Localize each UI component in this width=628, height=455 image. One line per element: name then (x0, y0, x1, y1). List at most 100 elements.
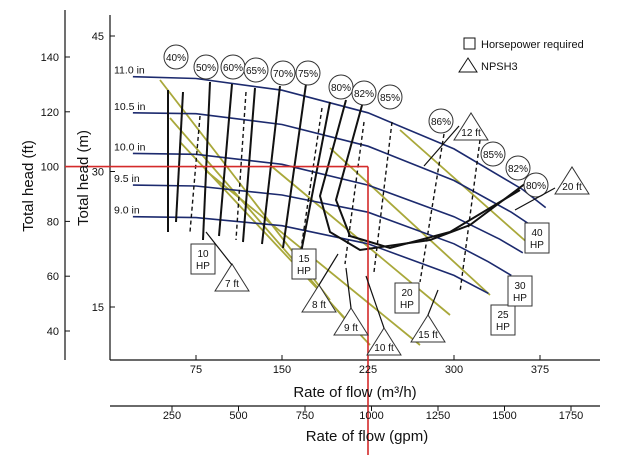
efficiency-badge (193, 54, 219, 80)
efficiency-label: 86% (431, 117, 451, 128)
npsh-line (299, 107, 323, 257)
horsepower-unit: HP (530, 240, 544, 251)
pointer-arrow (318, 253, 339, 286)
horsepower-label: 10 (197, 249, 209, 260)
y-tick-label-m: 15 (92, 302, 104, 314)
pointer-arrow (205, 231, 233, 266)
impeller-label: 11.0 in (114, 65, 145, 77)
efficiency-badge (505, 155, 531, 181)
npsh-line (459, 139, 481, 293)
x-tick-label-gpm: 750 (296, 410, 314, 422)
horsepower-unit: HP (496, 322, 510, 333)
impeller-curve (132, 112, 535, 229)
x-tick-label-m3h: 150 (273, 364, 291, 376)
impeller-label: 9.5 in (114, 173, 140, 185)
horsepower-box (524, 222, 550, 254)
npsh-triangle (453, 112, 489, 141)
horsepower-box (291, 248, 317, 280)
efficiency-label: 50% (196, 63, 216, 74)
pointer-arrow (427, 289, 439, 316)
efficiency-badge (163, 44, 189, 70)
efficiency-line (299, 101, 331, 259)
efficiency-label: 40% (166, 53, 186, 64)
horsepower-label: 20 (401, 288, 413, 299)
horsepower-label: 15 (298, 254, 310, 265)
y-tick-label-ft: 100 (41, 162, 59, 174)
efficiency-label: 65% (246, 66, 266, 77)
horsepower-unit: HP (400, 300, 414, 311)
square-icon (463, 37, 476, 50)
efficiency-badge (377, 84, 403, 110)
horsepower-unit: HP (513, 293, 527, 304)
impeller-label: 10.5 in (114, 101, 146, 113)
npsh-triangle (214, 263, 250, 292)
efficiency-label: 82% (508, 164, 528, 175)
efficiency-line (334, 97, 521, 250)
x-tick-label-m3h: 75 (190, 364, 202, 376)
efficiency-badge (428, 108, 454, 134)
y-tick-label-ft: 120 (41, 107, 59, 119)
npsh-line (344, 121, 365, 265)
efficiency-badge (295, 60, 321, 86)
npsh-triangle (301, 284, 337, 313)
pointer-arrow (423, 125, 460, 167)
x-tick-label-gpm: 500 (229, 410, 247, 422)
efficiency-label: 85% (380, 93, 400, 104)
npsh-label: 9 ft (344, 323, 358, 334)
npsh-triangle (410, 314, 446, 343)
y-axis-title-ft: Total head (ft) (20, 140, 37, 232)
pointer-arrow (514, 187, 556, 211)
pointer-arrow (345, 267, 352, 309)
horsepower-unit: HP (297, 266, 311, 277)
y-tick-label-ft: 140 (41, 52, 59, 64)
efficiency-badge (351, 80, 377, 106)
x-tick-label-gpm: 1750 (559, 410, 583, 422)
x-tick-label-m3h: 225 (359, 364, 377, 376)
npsh-triangle (333, 307, 369, 336)
legend-npsh3: NPSH3 (481, 61, 518, 73)
x-tick-label-m3h: 375 (531, 364, 549, 376)
y-tick-label-ft: 40 (47, 326, 59, 338)
npsh-label: 8 ft (312, 300, 326, 311)
efficiency-line (242, 87, 256, 243)
horsepower-label: 40 (531, 228, 543, 239)
efficiency-label: 75% (298, 69, 318, 80)
npsh-label: 10 ft (374, 343, 394, 354)
efficiency-label: 80% (526, 181, 546, 192)
horsepower-label: 30 (514, 281, 526, 292)
horsepower-label: 25 (497, 310, 509, 321)
npsh-line (419, 133, 445, 283)
impeller-label: 10.0 in (114, 141, 146, 153)
y-tick-label-m: 45 (92, 31, 104, 43)
impeller-curve (132, 215, 489, 295)
y-axis-title-m: Total head (m) (75, 130, 92, 226)
horsepower-box (190, 243, 216, 275)
impeller-curve (132, 75, 547, 209)
npsh-label: 20 ft (562, 182, 582, 193)
y-tick-label-ft: 60 (47, 271, 59, 283)
x-tick-label-gpm: 1000 (359, 410, 383, 422)
efficiency-badge (270, 60, 296, 86)
x-tick-label-m3h: 300 (445, 364, 463, 376)
npsh-triangle (554, 166, 590, 195)
x-axis-title-m3h: Rate of flow (m³/h) (293, 384, 416, 401)
horsepower-unit: HP (196, 261, 210, 272)
x-axis-title-gpm: Rate of flow (gpm) (306, 428, 429, 445)
horsepower-box (490, 304, 516, 336)
efficiency-label: 85% (483, 150, 503, 161)
efficiency-line (202, 81, 211, 241)
efficiency-badge (480, 141, 506, 167)
npsh-line (189, 115, 201, 233)
efficiency-badge (243, 57, 269, 83)
efficiency-label: 60% (223, 63, 243, 74)
efficiency-label: 82% (354, 89, 374, 100)
efficiency-line (318, 99, 531, 252)
x-tick-label-gpm: 250 (163, 410, 181, 422)
x-tick-label-gpm: 1500 (492, 410, 516, 422)
horsepower-line (399, 129, 531, 246)
npsh-label: 7 ft (225, 279, 239, 290)
y-tick-label-ft: 80 (47, 216, 59, 228)
y-tick-label-m: 30 (92, 167, 104, 179)
npsh-triangle (366, 327, 402, 356)
